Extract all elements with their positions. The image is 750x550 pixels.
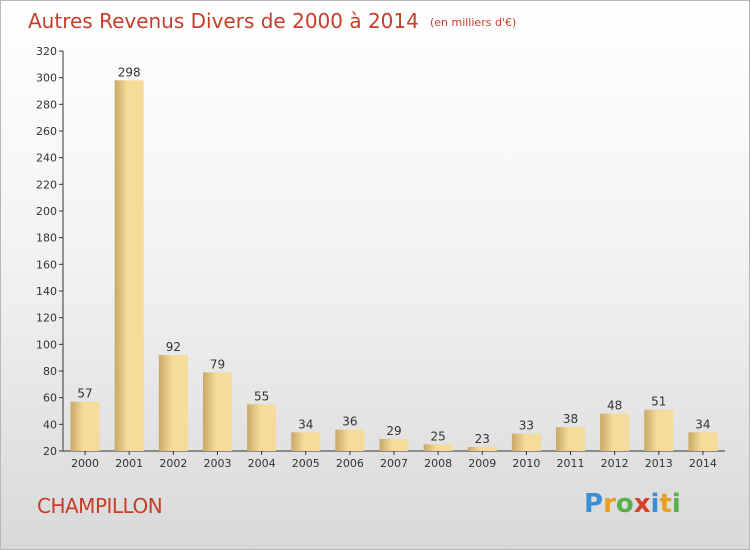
- value-label-2007: 29: [386, 424, 401, 438]
- x-tick-label: 2001: [115, 457, 143, 470]
- proxiti-logo[interactable]: Proxiti: [584, 489, 681, 519]
- y-tick-label: 160: [36, 258, 57, 271]
- y-tick-label: 280: [36, 98, 57, 111]
- bar-2014: [688, 432, 718, 451]
- y-tick-label: 100: [36, 338, 57, 351]
- bar-2003: [202, 372, 232, 451]
- value-label-2002: 92: [166, 340, 181, 354]
- y-tick-label: 220: [36, 178, 57, 191]
- value-label-2014: 34: [695, 417, 710, 431]
- x-tick-label: 2010: [512, 457, 540, 470]
- logo-letter: o: [615, 489, 634, 519]
- value-label-2012: 48: [607, 399, 622, 413]
- value-label-2005: 34: [298, 417, 313, 431]
- x-tick-label: 2003: [203, 457, 231, 470]
- x-tick-label: 2006: [336, 457, 364, 470]
- bar-2006: [335, 429, 365, 451]
- bar-2004: [247, 404, 277, 451]
- value-labels: 57 298 92 79 55 34 36 29 25 23 33 38 48 51 34: [77, 65, 710, 446]
- value-label-2003: 79: [210, 357, 225, 371]
- y-tick-label: 300: [36, 72, 57, 85]
- bar-2000: [70, 401, 100, 451]
- y-tick-label: 260: [36, 125, 57, 138]
- y-axis: 20 40 60 80 100 120 140 160 180 200 220 240 260 280 30…: [36, 45, 64, 458]
- bar-2001: [114, 80, 144, 451]
- chart-title: Autres Revenus Divers de 2000 à 2014: [28, 9, 419, 33]
- bar-2009: [467, 447, 497, 451]
- y-tick-label: 240: [36, 152, 57, 165]
- value-label-2008: 25: [430, 429, 445, 443]
- y-tick-label: 20: [43, 445, 57, 458]
- logo-letter: r: [603, 489, 616, 519]
- x-tick-label: 2012: [601, 457, 629, 470]
- value-label-2011: 38: [563, 412, 578, 426]
- x-tick-label: 2013: [645, 457, 673, 470]
- x-axis: 2000 2001 2002 2003 2004 2005 2006 2007 2008 2009…: [63, 450, 725, 470]
- y-tick-label: 80: [43, 365, 57, 378]
- x-tick-label: 2014: [689, 457, 717, 470]
- logo-letter: i: [671, 489, 681, 519]
- bar-2002: [158, 355, 188, 451]
- x-tick-label: 2000: [71, 457, 99, 470]
- value-label-2006: 36: [342, 415, 357, 429]
- logo-letter: x: [633, 489, 651, 519]
- bar-2012: [600, 413, 630, 451]
- bars: [70, 80, 718, 451]
- value-label-2004: 55: [254, 389, 269, 403]
- chart-title-row: Autres Revenus Divers de 2000 à 2014 (en…: [28, 9, 516, 33]
- value-label-2009: 23: [475, 432, 490, 446]
- x-tick-label: 2011: [557, 457, 585, 470]
- bar-2011: [556, 427, 586, 451]
- value-label-2001: 298: [118, 65, 141, 79]
- y-tick-label: 200: [36, 205, 57, 218]
- x-tick-label: 2005: [292, 457, 320, 470]
- commune-name: CHAMPILLON: [37, 494, 163, 518]
- x-tick-label: 2004: [248, 457, 276, 470]
- bar-2007: [379, 439, 409, 451]
- y-tick-label: 60: [43, 392, 57, 405]
- y-tick-label: 40: [43, 418, 57, 431]
- bar-2013: [644, 409, 674, 451]
- value-label-2010: 33: [519, 419, 534, 433]
- x-tick-label: 2009: [468, 457, 496, 470]
- y-tick-label: 180: [36, 232, 57, 245]
- y-tick-label: 140: [36, 285, 57, 298]
- logo-letter: i: [650, 489, 660, 519]
- y-tick-label: 320: [36, 45, 57, 58]
- value-label-2013: 51: [651, 395, 666, 409]
- x-tick-label: 2002: [159, 457, 187, 470]
- y-tick-label: 120: [36, 312, 57, 325]
- value-label-2000: 57: [77, 387, 92, 401]
- logo-letter: t: [659, 489, 672, 519]
- x-tick-label: 2008: [424, 457, 452, 470]
- bar-2005: [291, 432, 321, 451]
- x-tick-label: 2007: [380, 457, 408, 470]
- bar-2008: [423, 444, 453, 451]
- chart-subtitle: (en milliers d'€): [429, 16, 517, 29]
- logo-letter: P: [584, 489, 604, 519]
- bar-2010: [511, 433, 541, 451]
